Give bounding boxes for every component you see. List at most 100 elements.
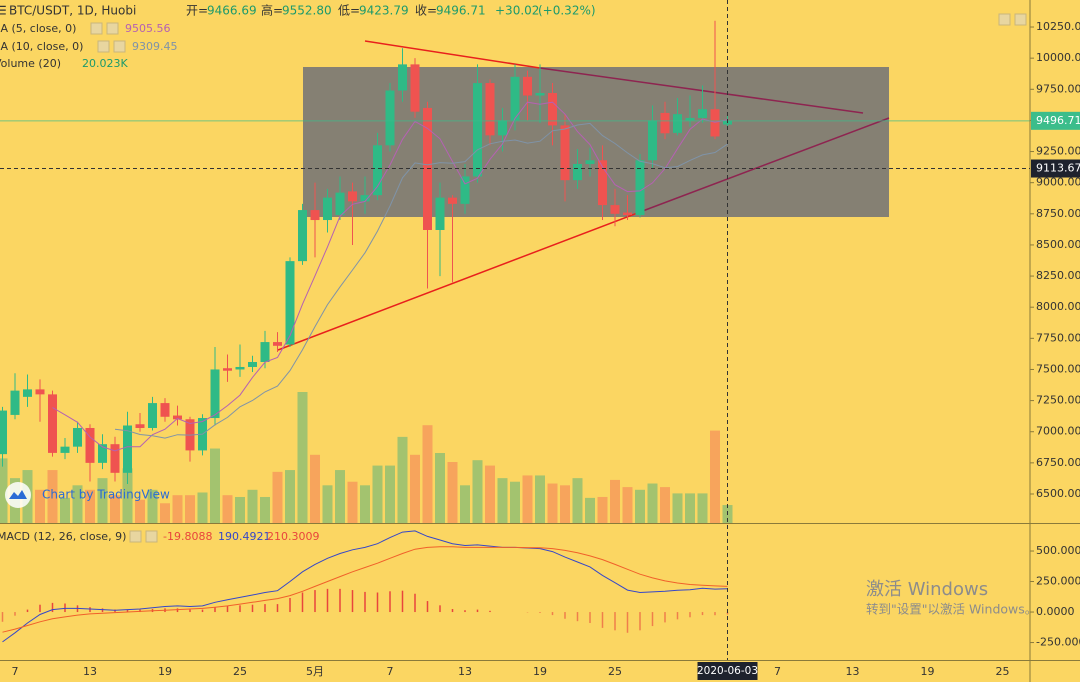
volume-bar (47, 470, 58, 523)
trend-line (277, 211, 641, 351)
settings-button[interactable] (97, 40, 110, 53)
y-tick-label: 8000.00 (1036, 300, 1080, 313)
y-tick-label: -250.0000 (1036, 636, 1080, 649)
y-tick-label: 8250.00 (1036, 269, 1080, 282)
candle-body (123, 425, 132, 473)
volume-bar (235, 496, 245, 523)
x-tick-label: 19 (533, 665, 547, 678)
candle-body (335, 192, 345, 216)
indicator-value: 9505.56 (125, 22, 171, 35)
candle-body (160, 403, 170, 417)
volume-bar (385, 465, 395, 523)
candle-body (648, 120, 657, 161)
volume-bar (272, 471, 283, 523)
last-price-tag (1031, 111, 1080, 130)
candle-body (710, 109, 720, 137)
macd-line (2, 530, 728, 643)
volume-bar (697, 493, 708, 523)
pane-button[interactable] (1014, 13, 1027, 26)
candle-body (298, 210, 307, 262)
volume-bar (710, 430, 720, 523)
volume-bar (297, 392, 308, 523)
volume-bar (360, 485, 370, 523)
candle-body (698, 109, 707, 118)
indicator-value: 9309.45 (132, 40, 178, 53)
candle-body (273, 342, 282, 346)
volume-bar (197, 492, 208, 523)
close-button[interactable] (145, 530, 158, 543)
volume-bar (335, 470, 345, 523)
x-tick-label: 25 (608, 665, 622, 678)
candle-body (410, 64, 420, 112)
candle-body (10, 390, 20, 415)
candle-body (310, 210, 320, 221)
candle-body (485, 83, 495, 136)
candle-body (85, 427, 95, 463)
x-tick-label: 7 (774, 665, 781, 678)
candle-body (535, 93, 545, 96)
volume-bar (672, 493, 683, 523)
trend-line (364, 40, 541, 69)
logo-badge (5, 482, 31, 508)
candle-body (498, 120, 507, 136)
x-tick-label: 7 (387, 665, 394, 678)
y-tick-label: 9750.00 (1036, 82, 1080, 95)
indicator-buttons[interactable] (90, 13, 1027, 543)
y-tick-label: 0.0000 (1036, 605, 1075, 618)
indicator-value: 190.4921 (218, 530, 271, 543)
volume-bar (210, 448, 220, 523)
x-tick-label: 13 (846, 665, 860, 678)
legend: ☰ BTC/USDT, 1D, Huobi 开= 9466.69 高= 9552… (0, 3, 1037, 617)
y-tick-label: 6500.00 (1036, 487, 1080, 500)
ma-line (114, 122, 728, 439)
volume-bar (0, 458, 8, 523)
x-tick-label: 25 (996, 665, 1010, 678)
volume-bar (597, 496, 608, 523)
y-tick-label: 7000.00 (1036, 425, 1080, 438)
quote-name: 高= (261, 3, 283, 18)
close-button[interactable] (106, 22, 119, 35)
volume-bar (222, 495, 233, 523)
quote-value: 9496.71 (436, 4, 486, 18)
close-button[interactable] (113, 40, 126, 53)
volume-bar (372, 465, 383, 523)
pane-button[interactable] (998, 13, 1011, 26)
quote-name: 低= (338, 4, 360, 18)
indicator-value: 20.023K (82, 57, 128, 70)
volume-bar (535, 475, 545, 523)
volume-bar (172, 495, 183, 523)
chart-title: BTC/USDT, 1D, Huobi (9, 4, 136, 18)
candle-body (60, 446, 70, 453)
candle-body (660, 112, 670, 134)
volume-bar (260, 496, 270, 523)
volume-bar (135, 499, 145, 523)
branding[interactable]: Chart by TradingView (42, 488, 170, 502)
candle-body (98, 444, 107, 463)
volume-bar (622, 487, 633, 523)
settings-button[interactable] (129, 530, 142, 543)
candle-body (148, 403, 157, 428)
watermark-subtitle: 转到"设置"以激活 Windows。 (866, 602, 1037, 617)
volume-bar (310, 454, 320, 523)
volume-bar (397, 436, 408, 523)
settings-button[interactable] (90, 22, 103, 35)
volume-bar (497, 478, 508, 523)
candle-body (373, 145, 382, 196)
candle-body (23, 389, 32, 397)
candle-body (285, 261, 295, 345)
volume-bar (685, 493, 695, 523)
volume-bar (422, 425, 433, 523)
quote-name: 开= (186, 4, 208, 18)
volume-bar (85, 489, 95, 523)
volume-bar (560, 485, 570, 523)
volume-bar (510, 481, 520, 523)
volume-bar (97, 478, 108, 523)
candle-body (560, 125, 570, 181)
volume-bar (522, 475, 533, 523)
candle-body (323, 197, 332, 221)
quote-value: 9423.79 (359, 4, 409, 18)
menu-icon: ☰ (0, 4, 7, 18)
volume-bar (322, 485, 333, 523)
